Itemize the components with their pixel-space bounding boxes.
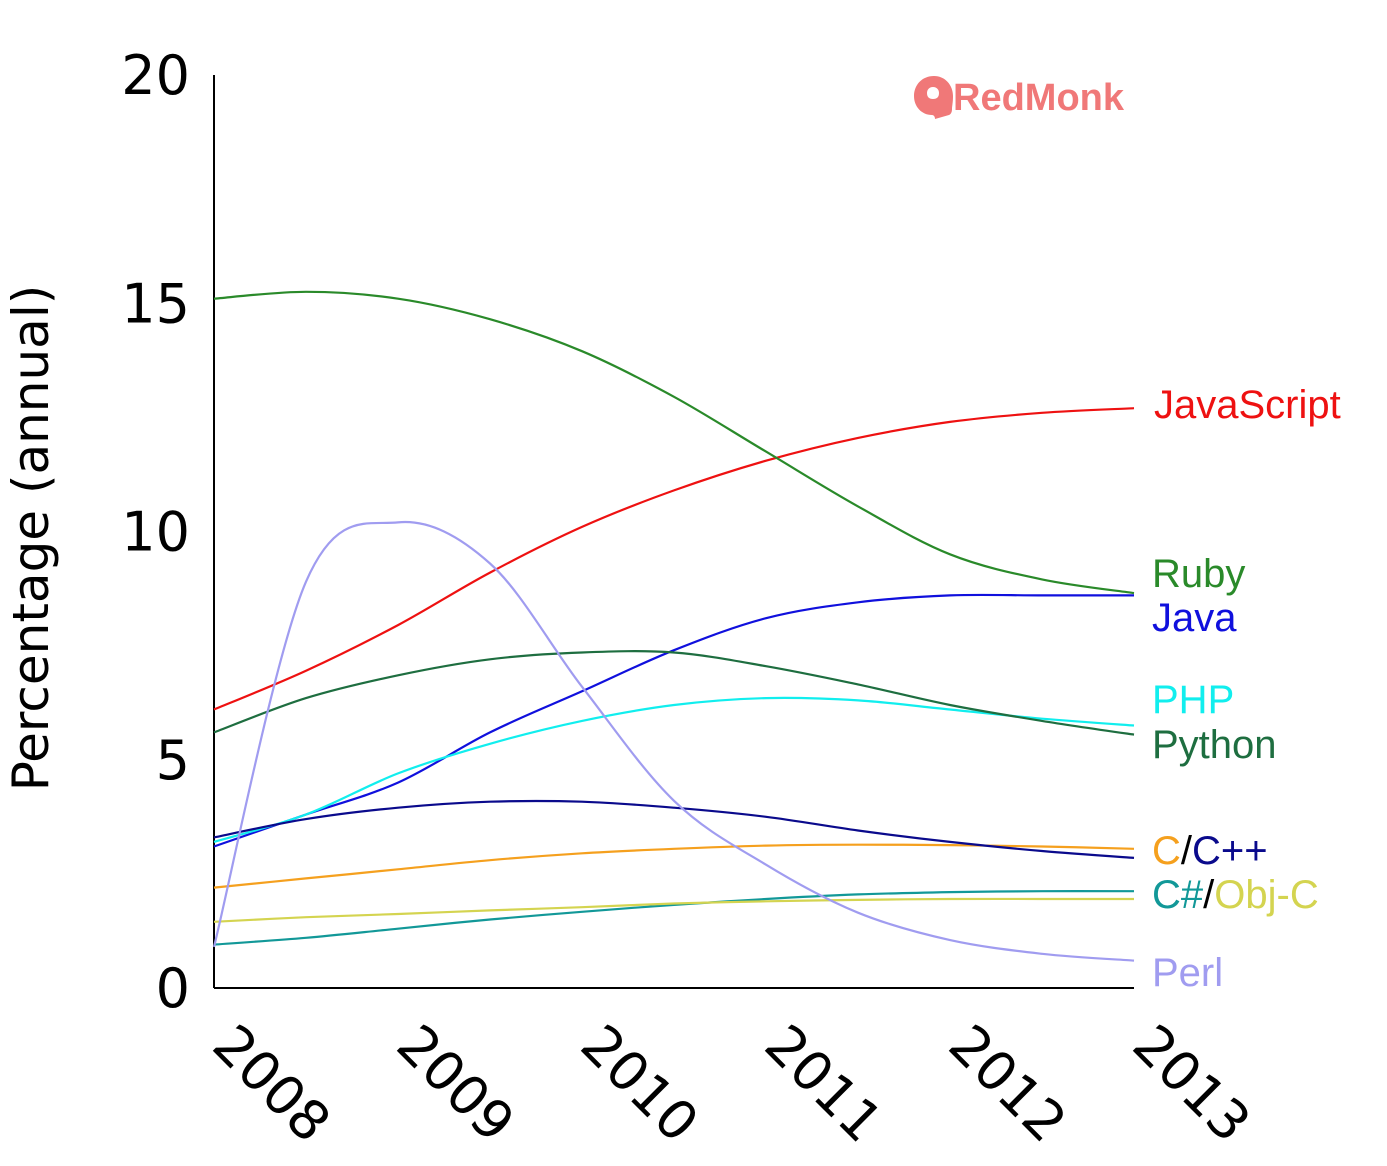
y-axis-label: Percentage (annual): [2, 285, 60, 791]
x-tick-label: 2012: [937, 1013, 1079, 1155]
y-tick-label: 5: [156, 729, 190, 792]
series-labels: JavaScript Ruby Java PHP Python C/C++ C#…: [1152, 383, 1341, 995]
y-ticks: 0 5 10 15 20: [121, 44, 190, 1020]
x-tick-label: 2008: [201, 1013, 343, 1155]
label-ruby: Ruby: [1152, 552, 1245, 596]
label-csharp-objc: C#/Obj-C: [1152, 873, 1319, 917]
label-slash-1: /: [1181, 829, 1193, 873]
label-c: C: [1152, 829, 1181, 873]
series-line-c-: [213, 799, 1135, 859]
x-tick-label: 2010: [569, 1013, 711, 1155]
label-csharp: C#: [1152, 873, 1204, 917]
y-tick-label: 15: [121, 272, 190, 335]
series-line-php: [213, 696, 1135, 843]
logo-text: RedMonk: [953, 77, 1125, 119]
y-tick-label: 0: [156, 957, 190, 1020]
series-lines: [212, 290, 1135, 962]
label-perl: Perl: [1152, 951, 1223, 995]
label-slash-2: /: [1203, 873, 1215, 917]
monk-icon: [914, 76, 953, 119]
y-tick-label: 20: [121, 44, 190, 107]
series-line-python: [213, 650, 1135, 736]
x-tick-label: 2009: [385, 1013, 527, 1155]
series-line-perl: [212, 520, 1135, 962]
label-cpp: C++: [1192, 829, 1268, 873]
series-line-c-: [213, 890, 1135, 946]
y-tick-label: 10: [121, 501, 190, 564]
series-line-c: [213, 843, 1135, 889]
label-javascript: JavaScript: [1154, 383, 1341, 427]
x-tick-label: 2013: [1121, 1013, 1263, 1155]
x-ticks: 2008 2009 2010 2011 2012 2013: [201, 1013, 1263, 1155]
label-objc: Obj-C: [1214, 873, 1318, 917]
redmonk-logo: RedMonk: [914, 76, 1125, 119]
label-python: Python: [1152, 723, 1277, 767]
x-tick-label: 2011: [753, 1013, 895, 1155]
series-line-obj-c: [213, 897, 1134, 923]
label-java: Java: [1152, 596, 1237, 640]
label-c-cpp: C/C++: [1152, 829, 1268, 873]
series-line-javascript: [213, 407, 1135, 711]
label-php: PHP: [1152, 678, 1234, 722]
series-line-ruby: [213, 290, 1135, 595]
